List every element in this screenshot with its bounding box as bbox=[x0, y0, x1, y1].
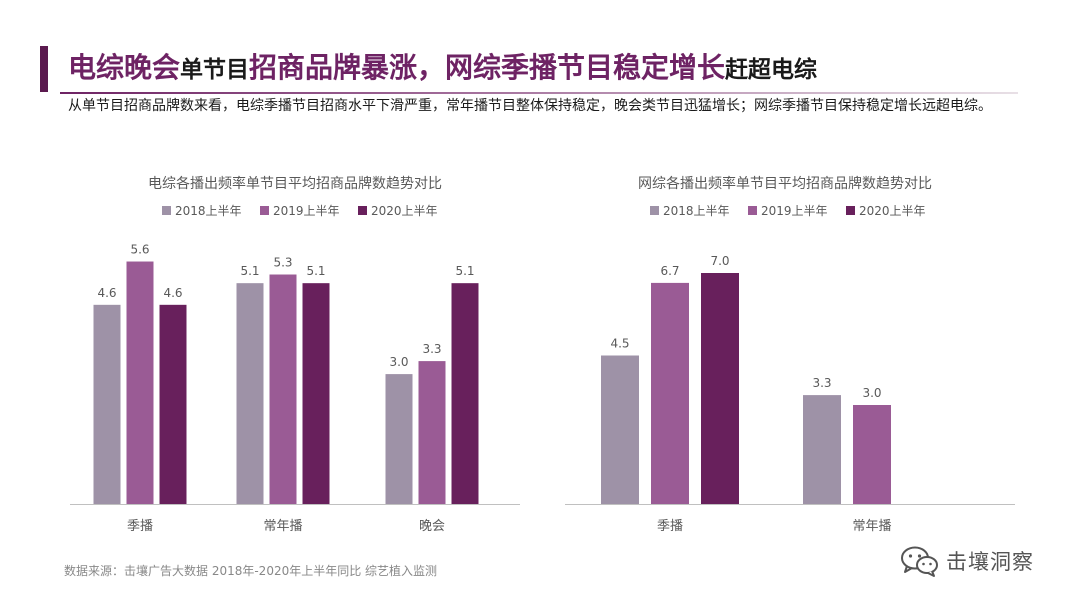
value-label-tv-季播-2019上半年: 5.6 bbox=[130, 243, 149, 257]
chart-title-web: 网综各播出频率单节目平均招商品牌数趋势对比 bbox=[638, 175, 932, 192]
bar-tv-常年播-2018上半年 bbox=[236, 283, 264, 504]
value-label-web-常年播-2019上半年: 3.0 bbox=[862, 386, 881, 400]
title-part-1: 电综晚会 bbox=[68, 51, 181, 84]
legend-swatch-tv-1 bbox=[260, 206, 269, 215]
data-source-note: 数据来源：击壤广告大数据 2018年-2020年上半年同比 综艺植入监测 bbox=[64, 564, 438, 578]
category-label-tv-常年播: 常年播 bbox=[263, 519, 302, 534]
category-label-web-季播: 季播 bbox=[657, 519, 683, 534]
value-label-tv-季播-2020上半年: 4.6 bbox=[163, 286, 182, 300]
bar-web-常年播-2019上半年 bbox=[853, 405, 891, 504]
watermark-text: 击壤洞察 bbox=[946, 550, 1034, 574]
legend-swatch-tv-2 bbox=[358, 206, 367, 215]
value-label-web-季播-2018上半年: 4.5 bbox=[610, 337, 629, 351]
bar-tv-晚会-2020上半年 bbox=[451, 283, 479, 504]
bar-tv-季播-2018上半年 bbox=[93, 304, 121, 504]
legend-swatch-web-0 bbox=[650, 206, 659, 215]
title-part-4: 赶超电综 bbox=[725, 57, 818, 83]
bar-tv-季播-2019上半年 bbox=[126, 261, 154, 504]
category-label-web-常年播: 常年播 bbox=[852, 519, 891, 534]
value-label-tv-常年播-2018上半年: 5.1 bbox=[240, 264, 259, 278]
value-label-tv-常年播-2020上半年: 5.1 bbox=[306, 264, 325, 278]
bar-web-季播-2018上半年 bbox=[601, 355, 639, 504]
bar-tv-常年播-2020上半年 bbox=[302, 283, 330, 504]
legend-label-tv-1: 2019上半年 bbox=[273, 204, 340, 218]
bar-web-季播-2020上半年 bbox=[701, 273, 739, 504]
value-label-tv-常年播-2019上半年: 5.3 bbox=[273, 256, 292, 270]
bar-tv-晚会-2018上半年 bbox=[385, 374, 413, 504]
legend-label-tv-2: 2020上半年 bbox=[371, 204, 438, 218]
value-label-web-季播-2020上半年: 7.0 bbox=[710, 254, 729, 268]
bar-tv-晚会-2019上半年 bbox=[418, 361, 446, 504]
value-label-web-季播-2019上半年: 6.7 bbox=[660, 264, 679, 278]
bar-web-常年播-2018上半年 bbox=[803, 395, 841, 504]
value-label-web-常年播-2018上半年: 3.3 bbox=[812, 376, 831, 390]
category-label-tv-晚会: 晚会 bbox=[419, 519, 445, 534]
value-label-tv-晚会-2018上半年: 3.0 bbox=[389, 355, 408, 369]
legend-label-web-0: 2018上半年 bbox=[663, 204, 730, 218]
legend-swatch-web-2 bbox=[846, 206, 855, 215]
page-subtitle: 从单节目招商品牌数来看，电综季播节目招商水平下滑严重，常年播节目整体保持稳定，晚… bbox=[68, 98, 992, 114]
title-part-2: 单节目 bbox=[180, 57, 250, 83]
legend-label-web-1: 2019上半年 bbox=[761, 204, 828, 218]
legend-label-tv-0: 2018上半年 bbox=[175, 204, 242, 218]
title-underline bbox=[60, 92, 1018, 94]
page-title: 电综晚会单节目招商品牌暴涨，网综季播节目稳定增长赶超电综 bbox=[68, 48, 817, 90]
bar-tv-常年播-2019上半年 bbox=[269, 274, 297, 504]
value-label-tv-季播-2018上半年: 4.6 bbox=[97, 286, 116, 300]
category-label-tv-季播: 季播 bbox=[127, 519, 153, 534]
value-label-tv-晚会-2020上半年: 5.1 bbox=[455, 264, 474, 278]
legend-swatch-web-1 bbox=[748, 206, 757, 215]
bar-web-季播-2019上半年 bbox=[651, 282, 689, 504]
title-accent-bar bbox=[40, 46, 48, 92]
wechat-icon bbox=[901, 546, 938, 577]
title-part-3: 招商品牌暴涨，网综季播节目稳定增长 bbox=[249, 51, 726, 84]
chart-title-tv: 电综各播出频率单节目平均招商品牌数趋势对比 bbox=[148, 175, 442, 192]
bar-tv-季播-2020上半年 bbox=[159, 304, 187, 504]
value-label-tv-晚会-2019上半年: 3.3 bbox=[422, 342, 441, 356]
watermark: 击壤洞察 bbox=[900, 544, 1034, 578]
legend-label-web-2: 2020上半年 bbox=[859, 204, 926, 218]
legend-swatch-tv-0 bbox=[162, 206, 171, 215]
